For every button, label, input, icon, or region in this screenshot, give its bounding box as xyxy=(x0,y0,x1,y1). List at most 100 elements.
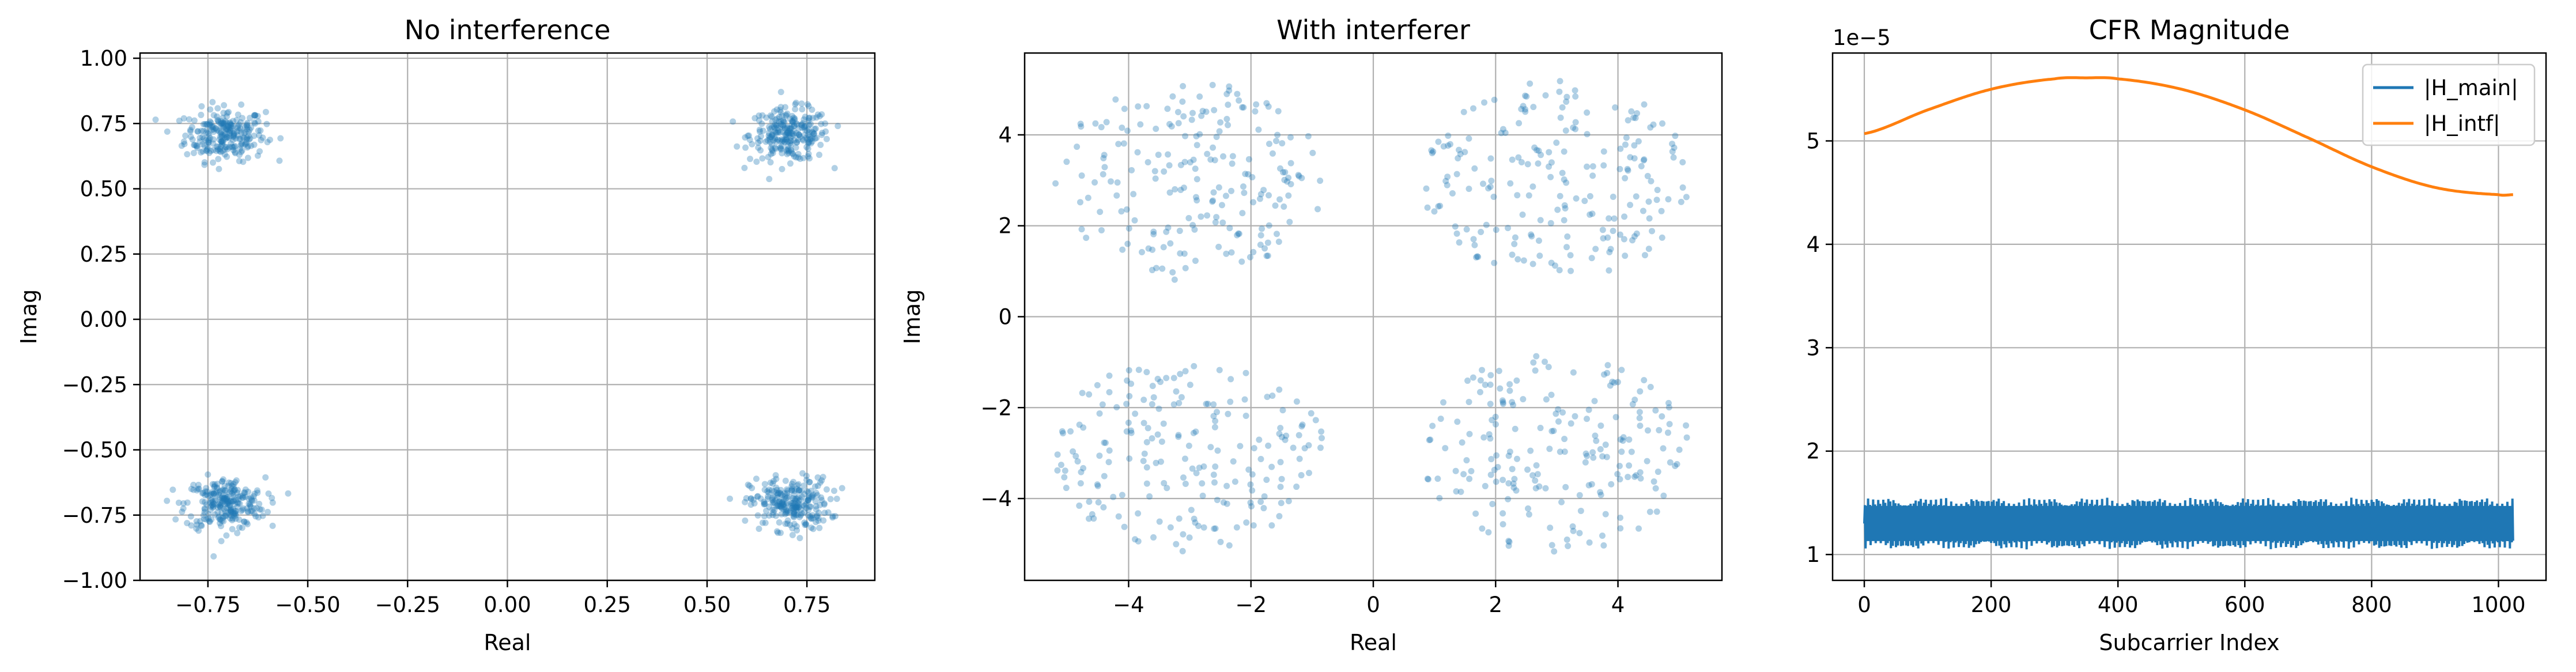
scatter-point xyxy=(251,112,258,119)
scatter-point xyxy=(1210,144,1217,151)
scatter-point xyxy=(769,496,776,503)
scatter-point xyxy=(225,499,232,506)
scatter-point xyxy=(207,499,214,506)
scatter-point xyxy=(211,484,218,490)
scatter-point xyxy=(244,119,251,126)
scatter-point xyxy=(775,127,782,134)
scatter-point xyxy=(1074,144,1081,150)
scatter-point xyxy=(777,107,784,114)
scatter-point xyxy=(1123,401,1130,407)
scatter-point xyxy=(231,130,237,137)
scatter-point xyxy=(767,480,774,486)
scatter-point xyxy=(791,496,798,503)
scatter-point xyxy=(1617,525,1624,532)
scatter-point xyxy=(237,142,244,149)
scatter-point xyxy=(816,113,823,120)
y-tick-label: 0.75 xyxy=(80,111,127,136)
scatter-point xyxy=(226,124,233,131)
x-tick-label: 0 xyxy=(1366,592,1380,617)
scatter-point xyxy=(228,488,235,495)
scatter-point xyxy=(771,134,778,141)
scatter-point xyxy=(224,110,231,116)
scatter-point xyxy=(791,122,798,129)
scatter-point xyxy=(1223,482,1230,489)
scatter-point xyxy=(256,500,263,507)
scatter-point xyxy=(191,142,198,149)
scatter-point xyxy=(1100,504,1107,511)
scatter-point xyxy=(202,499,209,505)
scatter-point xyxy=(251,510,258,517)
scatter-point xyxy=(750,496,757,503)
scatter-point xyxy=(1600,148,1607,155)
x-tick-label: 0.50 xyxy=(683,592,731,617)
scatter-point xyxy=(787,139,794,146)
scatter-point xyxy=(220,123,226,130)
scatter-point xyxy=(1463,457,1470,464)
scatter-point xyxy=(781,504,788,511)
scatter-point xyxy=(1278,433,1285,440)
scatter-point xyxy=(1641,252,1648,259)
scatter-point xyxy=(1150,394,1157,401)
scatter-point xyxy=(1455,155,1461,162)
scatter-point xyxy=(226,502,233,509)
scatter-point xyxy=(1534,471,1541,478)
scatter-point xyxy=(251,112,258,119)
scatter-point xyxy=(1143,464,1150,471)
scatter-point xyxy=(1169,269,1176,275)
scatter-point xyxy=(1659,234,1665,241)
scatter-point xyxy=(1293,398,1300,405)
scatter-point xyxy=(197,518,204,524)
scatter-point xyxy=(1584,109,1591,116)
scatter-point xyxy=(1299,421,1306,428)
scatter-point xyxy=(1564,233,1571,240)
scatter-point xyxy=(1509,466,1516,473)
scatter-point xyxy=(231,486,238,493)
scatter-point xyxy=(795,500,802,507)
scatter-point xyxy=(1209,82,1216,89)
scatter-point xyxy=(764,137,771,144)
scatter-point xyxy=(197,138,203,145)
scatter-point xyxy=(1525,505,1532,512)
scatter-point xyxy=(1189,465,1196,472)
scatter-point xyxy=(1225,410,1232,417)
scatter-point xyxy=(209,481,216,488)
scatter-point xyxy=(1581,198,1588,205)
scatter-point xyxy=(1054,467,1061,474)
scatter-point xyxy=(777,503,784,509)
scatter-point xyxy=(1488,178,1495,184)
scatter-point xyxy=(230,493,237,500)
scatter-point xyxy=(1239,210,1246,217)
scatter-point xyxy=(821,509,828,516)
scatter-point xyxy=(1490,194,1497,201)
scatter-point xyxy=(1236,97,1242,104)
scatter-point xyxy=(785,146,791,153)
scatter-point xyxy=(1119,124,1125,131)
scatter-point xyxy=(218,131,225,138)
scatter-point xyxy=(800,502,807,509)
scatter-point xyxy=(788,148,795,154)
scatter-point xyxy=(1100,171,1106,178)
scatter-point xyxy=(1106,372,1113,379)
scatter-point xyxy=(761,501,768,508)
scatter-point xyxy=(1157,379,1164,386)
scatter-point xyxy=(221,131,228,138)
scatter-point xyxy=(1211,525,1218,532)
scatter-point xyxy=(224,496,231,503)
scatter-point xyxy=(1101,152,1108,158)
scatter-point xyxy=(1124,240,1131,247)
scatter-point xyxy=(741,164,748,171)
scatter-point xyxy=(236,127,243,134)
scatter-point xyxy=(1145,425,1151,432)
scatter-point xyxy=(1054,451,1061,458)
scatter-point xyxy=(1556,88,1563,95)
scatter-point xyxy=(1597,446,1604,452)
scatter-point xyxy=(1589,210,1596,217)
scatter-point xyxy=(229,515,236,522)
scatter-point xyxy=(1295,432,1302,439)
scatter-point xyxy=(772,128,779,135)
scatter-point xyxy=(1247,499,1254,506)
scatter-point xyxy=(813,506,819,513)
scatter-point xyxy=(228,482,235,489)
scatter-point xyxy=(783,501,790,508)
scatter-point xyxy=(180,138,187,145)
